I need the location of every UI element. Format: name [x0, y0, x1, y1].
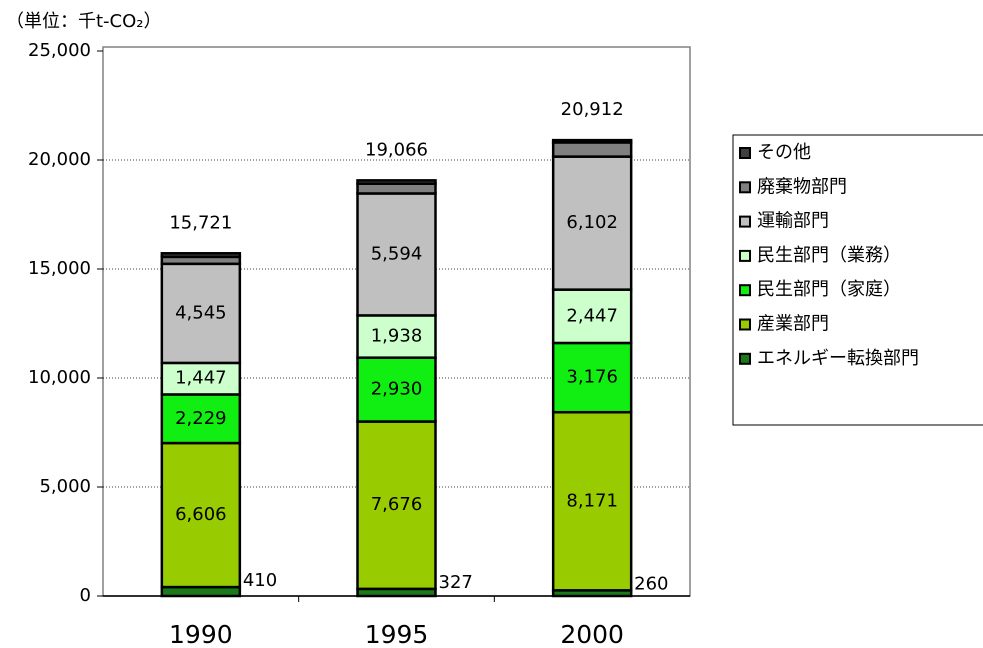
bar-segment: [160, 252, 242, 259]
data-label: 1,447: [175, 368, 227, 389]
legend-label: 運輸部門: [757, 211, 829, 232]
bar-segment: [551, 138, 633, 144]
y-tick-label: 20,000: [28, 149, 91, 170]
legend-label: エネルギー転換部門: [757, 348, 919, 369]
data-label: 5,594: [371, 243, 423, 264]
legend-marker: [739, 352, 751, 365]
x-tick-label: 1990: [169, 620, 233, 648]
data-label: 6,606: [175, 504, 227, 525]
data-label: 327: [439, 572, 473, 593]
legend-label: 民生部門（家庭）: [757, 279, 901, 300]
bar-segment: [356, 179, 437, 185]
unit-label: （単位：千t-CO₂）: [6, 11, 162, 32]
data-label: 8,171: [566, 490, 618, 511]
data-label: 3,176: [566, 367, 618, 388]
bar-segment: [551, 288, 633, 345]
y-tick-label: 15,000: [28, 258, 91, 279]
data-label: 410: [243, 570, 277, 591]
y-tick-label: 0: [80, 585, 91, 606]
bar-segment: [356, 356, 437, 423]
data-label: 2,930: [371, 379, 423, 400]
data-label: 6,102: [566, 212, 618, 233]
legend-marker: [739, 249, 751, 262]
data-label: 4,545: [175, 302, 227, 323]
x-tick-label: 2000: [560, 620, 624, 648]
total-label: 19,066: [365, 139, 428, 160]
bar-segment: [551, 155, 633, 291]
data-label: 1,938: [371, 326, 423, 347]
bar-segment: [551, 410, 633, 592]
y-tick-label: 5,000: [39, 476, 91, 497]
y-tick-label: 10,000: [28, 367, 91, 388]
data-label: 2,229: [175, 408, 227, 429]
legend-label: その他: [757, 142, 811, 163]
data-label: 7,676: [371, 494, 423, 515]
total-label: 20,912: [561, 99, 624, 120]
legend-marker: [739, 318, 751, 331]
legend-label: 廃棄物部門: [757, 176, 847, 197]
legend-label: 民生部門（業務）: [757, 245, 901, 266]
x-tick-label: 1995: [365, 620, 429, 648]
total-label: 15,721: [169, 212, 232, 233]
data-label: 2,447: [566, 305, 618, 326]
bar-segment: [356, 182, 437, 195]
legend-marker: [739, 284, 751, 297]
bar-segment: [356, 314, 437, 359]
legend-label: 産業部門: [757, 314, 829, 335]
y-tick-label: 25,000: [28, 40, 91, 61]
data-label: 260: [634, 573, 668, 594]
bar-segment: [160, 585, 242, 598]
legend-marker: [739, 147, 751, 159]
legend-box: [732, 134, 983, 426]
bar-segment: [356, 420, 437, 591]
bar-segment: [551, 141, 633, 158]
bar-segment: [551, 341, 633, 414]
legend-marker: [739, 215, 751, 228]
legend-marker: [739, 181, 751, 194]
